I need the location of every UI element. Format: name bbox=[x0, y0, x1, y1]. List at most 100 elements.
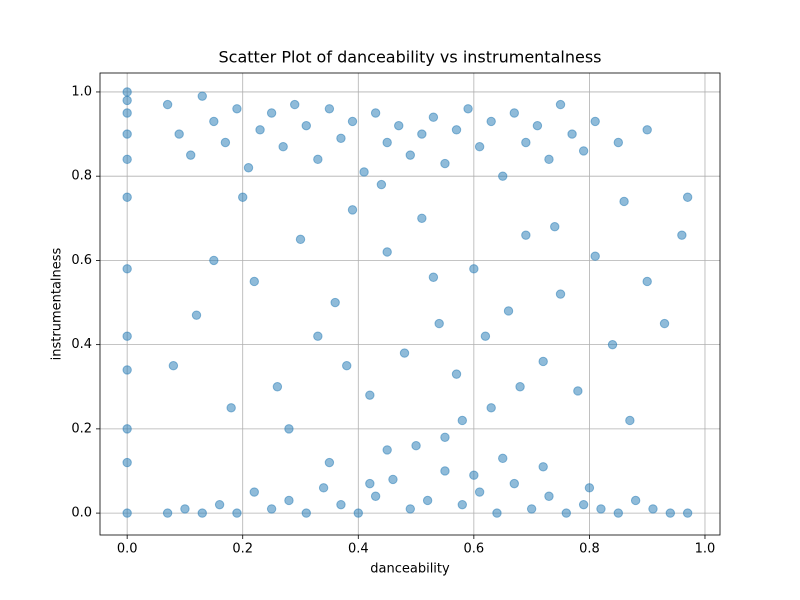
scatter-point bbox=[677, 230, 687, 240]
scatter-point bbox=[290, 99, 300, 110]
scatter-point bbox=[122, 95, 132, 106]
scatter-point bbox=[486, 116, 496, 127]
scatter-point bbox=[220, 137, 231, 148]
scatter-point bbox=[122, 87, 132, 97]
scatter-point bbox=[440, 432, 450, 442]
scatter-point bbox=[573, 386, 583, 396]
x-tick-label: 1.0 bbox=[695, 542, 716, 557]
scatter-point bbox=[336, 499, 346, 510]
chart-title: Scatter Plot of danceability vs instrume… bbox=[219, 48, 602, 67]
scatter-point bbox=[538, 356, 548, 367]
scatter-point bbox=[284, 424, 294, 434]
scatter-point bbox=[388, 474, 398, 485]
scatter-point bbox=[451, 369, 462, 379]
scatter-point bbox=[538, 462, 548, 472]
scatter-point bbox=[209, 116, 219, 127]
scatter-point bbox=[359, 167, 369, 177]
scatter-point bbox=[630, 495, 641, 506]
scatter-point bbox=[278, 142, 288, 152]
x-tick-label: 0.4 bbox=[348, 542, 369, 557]
scatter-point bbox=[567, 129, 577, 139]
scatter-point bbox=[399, 348, 410, 358]
scatter-point bbox=[405, 150, 415, 160]
y-tick-label: 0.4 bbox=[71, 337, 92, 352]
scatter-point bbox=[347, 116, 358, 127]
scatter-point bbox=[665, 508, 676, 518]
scatter-point bbox=[353, 508, 363, 518]
scatter-point bbox=[503, 306, 514, 316]
y-tick-label: 0.0 bbox=[71, 506, 92, 521]
scatter-point bbox=[619, 196, 629, 207]
scatter-point bbox=[370, 108, 381, 118]
scatter-point bbox=[186, 150, 196, 160]
scatter-point bbox=[613, 508, 624, 518]
x-tick-label: 0.2 bbox=[232, 542, 253, 557]
scatter-point bbox=[272, 382, 283, 392]
scatter-point bbox=[590, 251, 600, 261]
scatter-point bbox=[122, 154, 132, 165]
y-tick-label: 1.0 bbox=[71, 84, 92, 99]
scatter-point bbox=[440, 158, 450, 169]
scatter-point bbox=[249, 276, 259, 287]
x-tick-label: 0.0 bbox=[117, 542, 138, 557]
scatter-point bbox=[342, 360, 352, 371]
scatter-point bbox=[122, 331, 132, 341]
y-tick-label: 0.2 bbox=[71, 421, 92, 436]
scatter-point bbox=[532, 120, 543, 131]
scatter-point bbox=[590, 116, 600, 127]
scatter-point bbox=[498, 453, 508, 464]
x-tick-label: 0.6 bbox=[464, 542, 485, 557]
scatter-point bbox=[122, 264, 132, 274]
scatter-point bbox=[255, 125, 265, 135]
scatter-point bbox=[544, 491, 554, 501]
scatter-point bbox=[122, 508, 132, 518]
scatter-point bbox=[486, 403, 496, 413]
scatter-point bbox=[122, 424, 132, 434]
scatter-point bbox=[324, 104, 335, 114]
scatter-point bbox=[428, 272, 439, 282]
scatter-point bbox=[301, 508, 311, 518]
scatter-point bbox=[318, 483, 329, 493]
scatter-point bbox=[122, 457, 132, 468]
scatter-point bbox=[417, 213, 427, 223]
scatter-point bbox=[509, 108, 519, 118]
scatter-point bbox=[515, 382, 525, 392]
scatter-point bbox=[642, 276, 652, 287]
y-tick-label: 0.6 bbox=[71, 253, 92, 268]
scatter-point bbox=[428, 112, 439, 122]
scatter-point bbox=[162, 99, 173, 110]
scatter-point bbox=[457, 499, 467, 510]
scatter-point bbox=[376, 179, 387, 190]
scatter-point bbox=[324, 457, 335, 468]
scatter-point bbox=[440, 466, 450, 476]
tick-layer: 0.0 0.2 0.4 0.6 0.8 1.0 0.0 0.2 0.4 0.6 0.8 1.0 bbox=[71, 84, 715, 556]
scatter-point bbox=[266, 504, 277, 514]
scatter-point bbox=[613, 137, 624, 148]
scatter-point bbox=[469, 264, 479, 274]
scatter-point bbox=[521, 137, 531, 148]
scatter-point bbox=[659, 318, 670, 329]
scatter-point bbox=[370, 491, 381, 501]
scatter-point bbox=[596, 504, 606, 514]
scatter-point bbox=[209, 255, 219, 266]
scatter-point bbox=[480, 331, 491, 341]
scatter-point bbox=[336, 133, 346, 143]
scatter-point bbox=[550, 222, 560, 232]
scatter-point bbox=[122, 365, 132, 375]
scatter-point bbox=[526, 504, 537, 514]
y-axis-label: instrumentalness bbox=[50, 247, 65, 360]
scatter-point bbox=[584, 483, 595, 493]
scatter-point bbox=[232, 104, 242, 114]
scatter-point bbox=[214, 499, 225, 510]
scatter-point bbox=[313, 331, 323, 341]
scatter-point bbox=[555, 289, 566, 299]
scatter-point bbox=[544, 154, 554, 165]
scatter-point bbox=[168, 360, 179, 371]
scatter-point bbox=[405, 504, 415, 514]
scatter-point bbox=[330, 297, 340, 308]
scatter-point bbox=[226, 403, 236, 413]
plot-frame bbox=[99, 72, 721, 536]
